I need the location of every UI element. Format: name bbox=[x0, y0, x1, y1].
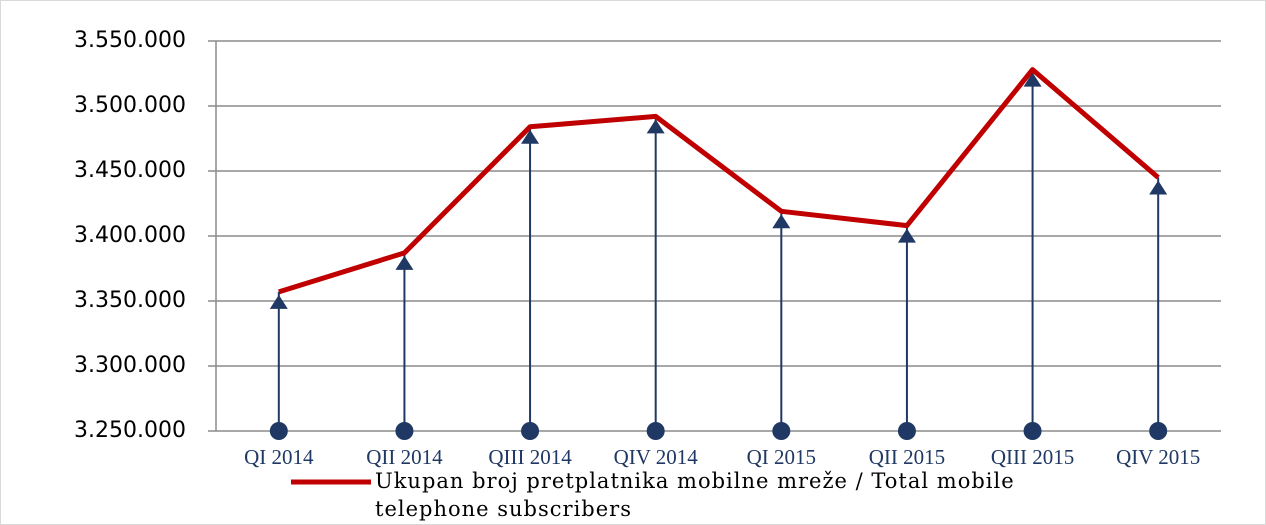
drop-base bbox=[897, 422, 916, 440]
drop-base bbox=[1023, 422, 1042, 440]
x-tick-label: QIII 2014 bbox=[488, 445, 572, 469]
x-tick-label: QII 2015 bbox=[869, 445, 945, 469]
x-tick-label: QIV 2015 bbox=[1116, 445, 1200, 469]
drop-arrowhead bbox=[772, 214, 791, 229]
drop-arrowhead bbox=[269, 294, 288, 309]
drop-base bbox=[1149, 422, 1168, 440]
drop-arrowhead bbox=[1149, 180, 1168, 195]
y-tick-label: 3.500.000 bbox=[74, 93, 186, 118]
x-tick-label: QI 2015 bbox=[747, 445, 816, 469]
drop-arrowhead bbox=[1023, 72, 1042, 87]
drop-arrowhead bbox=[897, 228, 916, 243]
x-tick-label: QIII 2015 bbox=[991, 445, 1074, 469]
legend-label: Ukupan broj pretplatnika mobilne mreže /… bbox=[375, 469, 1015, 521]
y-tick-label: 3.450.000 bbox=[74, 158, 186, 183]
x-tick-label: QIV 2014 bbox=[614, 445, 699, 469]
y-tick-label: 3.300.000 bbox=[74, 353, 186, 378]
y-tick-label: 3.350.000 bbox=[74, 288, 186, 313]
y-tick-label: 3.250.000 bbox=[74, 418, 186, 443]
drop-base bbox=[772, 422, 791, 440]
x-tick-label: QI 2014 bbox=[244, 445, 314, 469]
y-tick-label: 3.400.000 bbox=[74, 223, 186, 248]
x-tick-label: QII 2014 bbox=[366, 445, 443, 469]
drop-arrowhead bbox=[646, 119, 665, 134]
drop-base bbox=[646, 422, 665, 440]
drop-base bbox=[521, 422, 540, 440]
drop-base bbox=[269, 422, 288, 440]
drop-arrowhead bbox=[521, 129, 540, 144]
series-line bbox=[278, 67, 1160, 295]
drop-base bbox=[395, 422, 414, 440]
y-tick-label: 3.550.000 bbox=[74, 28, 186, 53]
drop-arrowhead bbox=[395, 255, 414, 270]
